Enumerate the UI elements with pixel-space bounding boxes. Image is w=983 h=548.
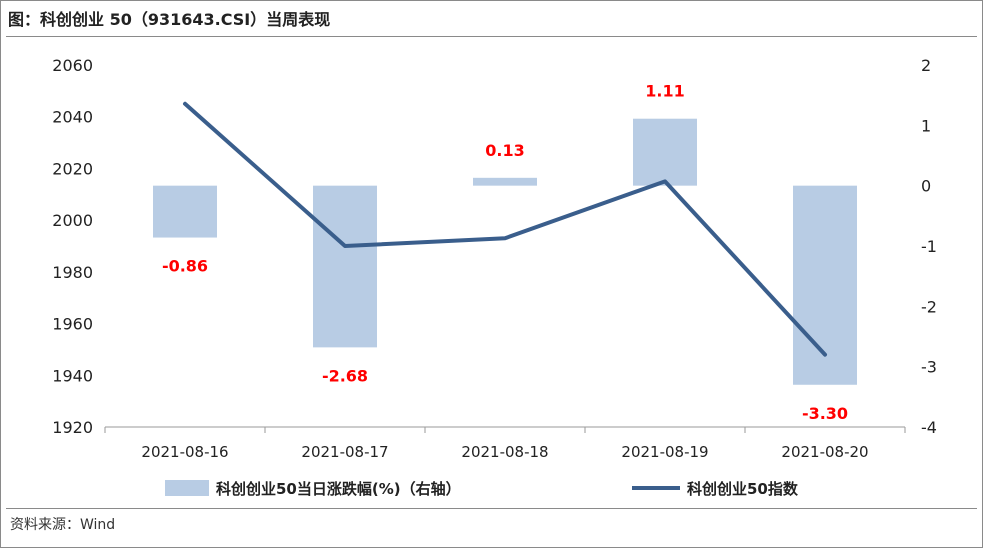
- y-left-tick-label: 2040: [52, 108, 93, 127]
- data-label: -0.86: [162, 257, 208, 276]
- bar: [473, 177, 537, 186]
- y-left-tick-label: 1920: [52, 418, 93, 437]
- data-label: -3.30: [802, 404, 848, 423]
- bar: [633, 118, 697, 186]
- title-divider: [6, 36, 977, 37]
- y-left-tick-label: 1980: [52, 263, 93, 282]
- x-tick-label: 2021-08-19: [621, 443, 708, 461]
- legend-label-line: 科创创业50指数: [687, 480, 799, 498]
- data-label: 0.13: [485, 141, 524, 160]
- y-left-tick-label: 1960: [52, 315, 93, 334]
- x-tick-label: 2021-08-17: [301, 443, 388, 461]
- bar-series: [153, 118, 857, 385]
- y-right-tick-label: -2: [921, 297, 937, 316]
- source-note: 资料来源：Wind: [10, 517, 116, 533]
- bar: [153, 185, 217, 238]
- legend-swatch-bar: [165, 480, 209, 496]
- legend: 科创创业50当日涨跌幅(%)（右轴） 科创创业50指数: [165, 480, 799, 498]
- data-label: -2.68: [322, 366, 368, 385]
- y-right-tick-label: 0: [921, 177, 931, 196]
- y-left-tick-label: 1940: [52, 366, 93, 385]
- y-right-tick-label: -4: [921, 418, 937, 437]
- bar: [313, 185, 377, 348]
- data-label: 1.11: [645, 82, 684, 101]
- chart-title: 图：科创创业 50（931643.CSI）当周表现: [8, 10, 331, 29]
- y-right-tick-label: -1: [921, 237, 937, 256]
- legend-label-bar: 科创创业50当日涨跌幅(%)（右轴）: [216, 480, 461, 498]
- y-left-tick-label: 2020: [52, 159, 93, 178]
- x-tick-label: 2021-08-16: [141, 443, 228, 461]
- y-left-tick-label: 2000: [52, 211, 93, 230]
- line-series: [183, 101, 827, 357]
- x-tick-label: 2021-08-20: [781, 443, 868, 461]
- y-left-tick-label: 2060: [52, 56, 93, 75]
- y-right-tick-label: 1: [921, 116, 931, 135]
- y-right-tick-label: -3: [921, 358, 937, 377]
- x-tick-label: 2021-08-18: [461, 443, 548, 461]
- source-divider: [6, 508, 977, 509]
- data-labels: -0.86 -2.68 0.13 1.11 -3.30: [162, 82, 848, 423]
- bar: [793, 185, 857, 385]
- index-line: [183, 101, 827, 357]
- y-right-tick-label: 2: [921, 56, 931, 75]
- axes: 2060 2040 2020 2000 1980 1960 1940 1920 2 1 0 -1 -2 -…: [52, 56, 937, 461]
